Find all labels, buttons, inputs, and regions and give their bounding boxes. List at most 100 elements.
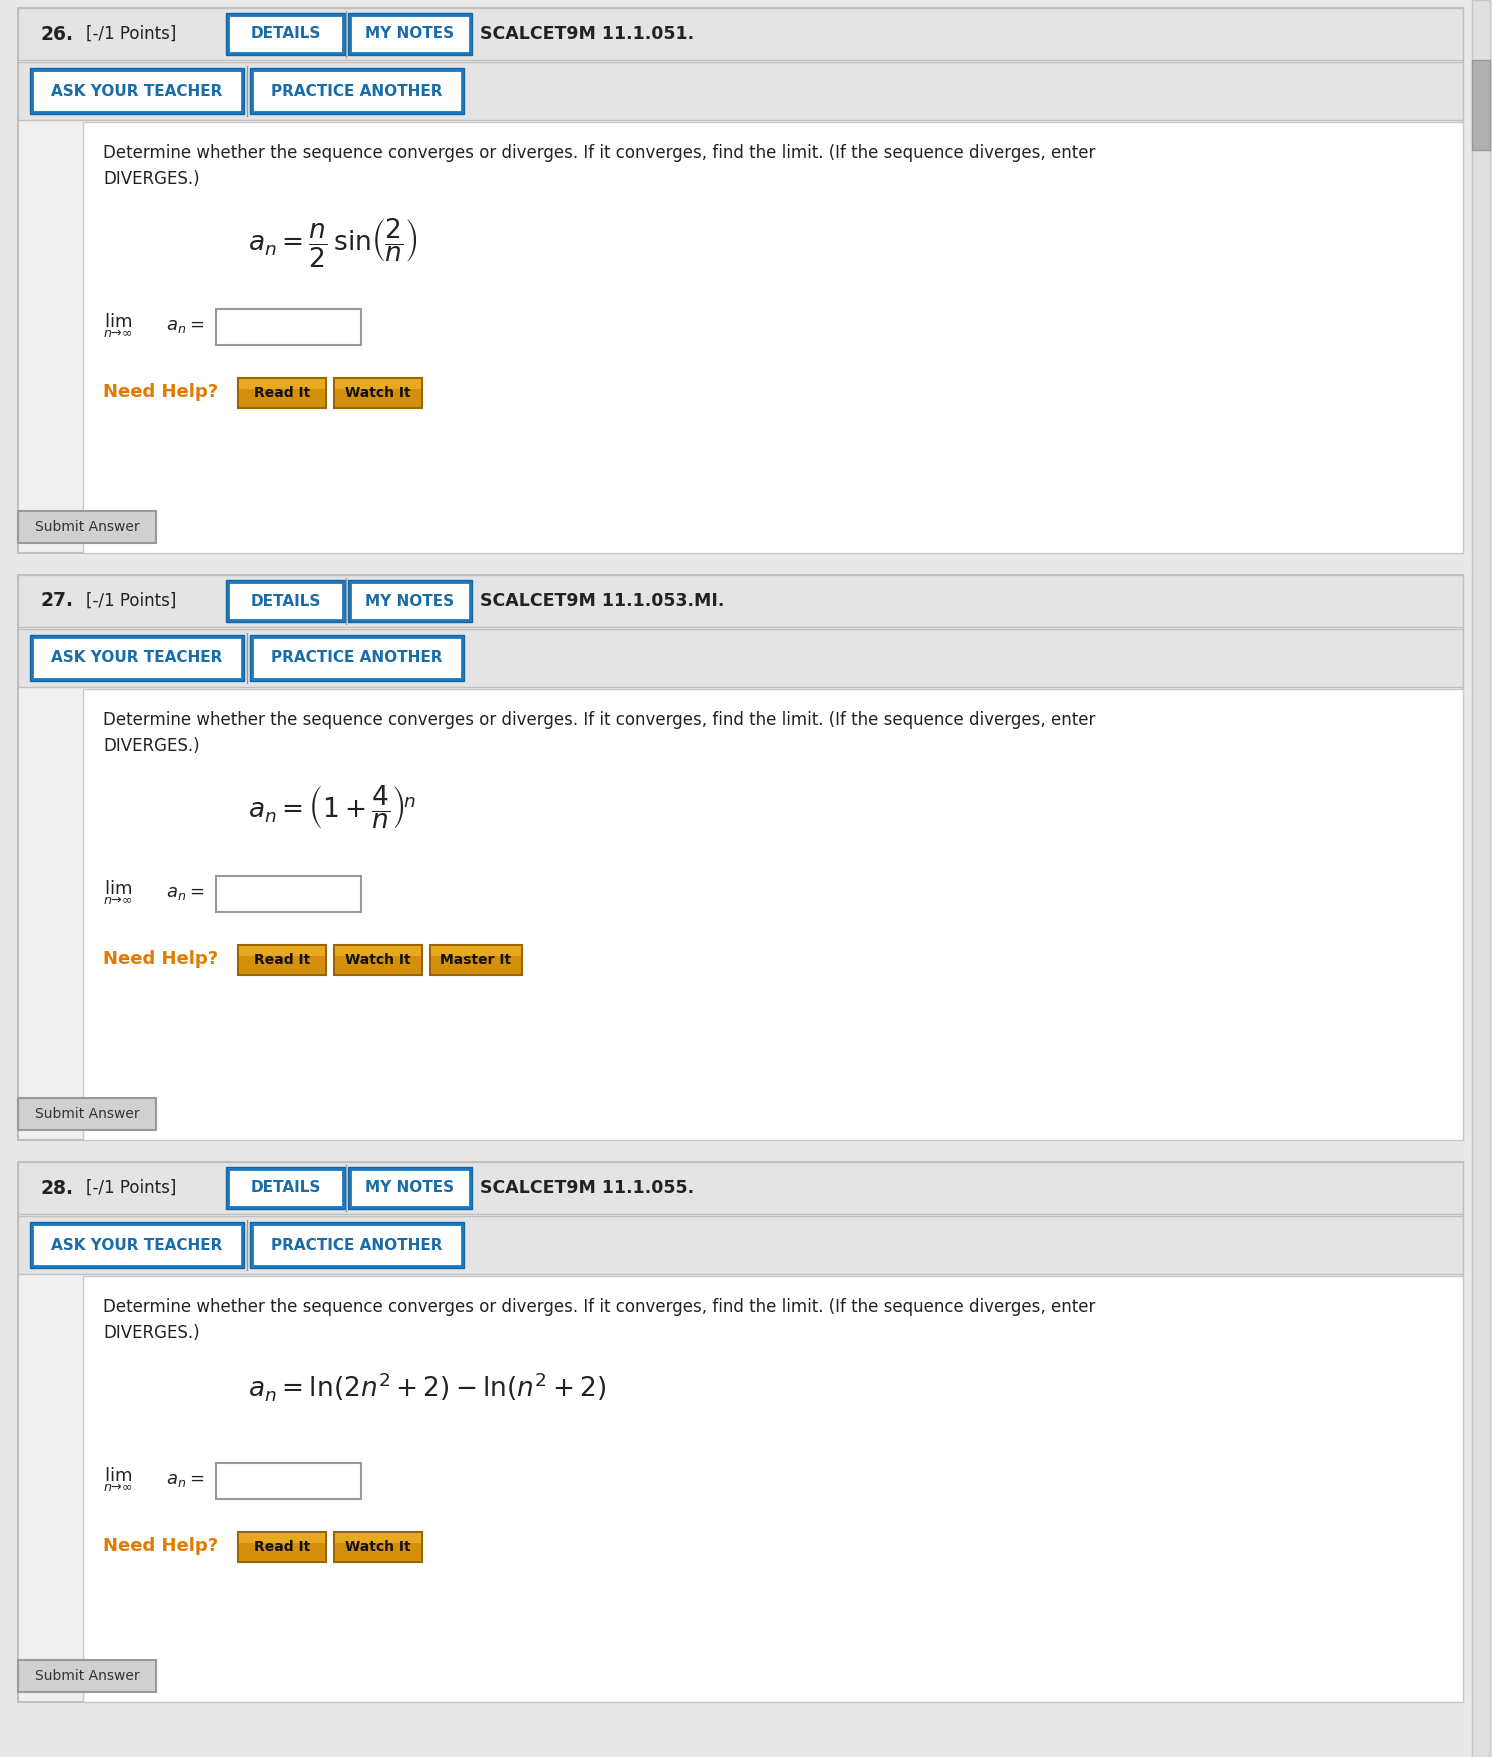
Bar	[216, 309, 361, 344]
Bar	[348, 580, 471, 622]
Text: $\lim_{n \to \infty}$: $\lim_{n \to \infty}$	[103, 311, 133, 341]
Text: [-/1 Points]: [-/1 Points]	[87, 592, 176, 610]
Bar	[228, 16, 343, 53]
Bar	[351, 16, 470, 53]
Bar	[351, 1168, 470, 1207]
Text: DETAILS: DETAILS	[251, 1181, 321, 1195]
Bar	[431, 945, 521, 956]
Bar	[30, 1223, 245, 1269]
Bar	[30, 69, 245, 114]
Bar	[225, 12, 345, 54]
Bar	[334, 1532, 422, 1562]
Text: PRACTICE ANOTHER: PRACTICE ANOTHER	[272, 650, 443, 666]
Bar	[1473, 0, 1491, 1757]
Bar	[239, 1534, 325, 1543]
Bar	[18, 61, 1464, 119]
Text: Determine whether the sequence converges or diverges. If it converges, find the : Determine whether the sequence converges…	[103, 1298, 1095, 1316]
Bar	[30, 634, 245, 682]
Text: $a_n =$: $a_n =$	[166, 316, 204, 336]
Bar	[251, 1223, 464, 1269]
Bar	[31, 70, 242, 112]
Bar	[334, 378, 422, 408]
Bar	[239, 945, 325, 956]
Text: Master It: Master It	[440, 952, 512, 966]
Text: DIVERGES.): DIVERGES.)	[103, 1325, 200, 1342]
Bar	[239, 378, 325, 408]
Text: PRACTICE ANOTHER: PRACTICE ANOTHER	[272, 1237, 443, 1253]
Bar	[31, 638, 242, 678]
Text: DIVERGES.): DIVERGES.)	[103, 170, 200, 188]
Bar	[228, 1168, 343, 1207]
Bar	[31, 1225, 242, 1267]
Text: MY NOTES: MY NOTES	[366, 594, 455, 608]
Bar	[252, 70, 463, 112]
Bar	[348, 12, 471, 54]
Text: DETAILS: DETAILS	[251, 594, 321, 608]
Text: SCALCET9M 11.1.055.: SCALCET9M 11.1.055.	[480, 1179, 694, 1197]
Bar	[225, 580, 345, 622]
Text: Need Help?: Need Help?	[103, 383, 218, 401]
Bar	[228, 582, 343, 620]
Bar	[18, 575, 1464, 627]
Text: $a_n =$: $a_n =$	[166, 884, 204, 901]
Text: Submit Answer: Submit Answer	[34, 1669, 139, 1683]
Bar	[336, 945, 421, 956]
Text: $a_n = \left(1 + \dfrac{4}{n}\right)^{\!n}$: $a_n = \left(1 + \dfrac{4}{n}\right)^{\!…	[248, 784, 416, 831]
Bar	[84, 689, 1464, 1140]
Bar	[18, 511, 157, 543]
Bar	[18, 1098, 157, 1130]
Bar	[216, 1464, 361, 1499]
Text: Submit Answer: Submit Answer	[34, 520, 139, 534]
Text: ASK YOUR TEACHER: ASK YOUR TEACHER	[51, 84, 222, 98]
Text: $a_n = \dfrac{n}{2}\,\sin\!\left(\dfrac{2}{n}\right)$: $a_n = \dfrac{n}{2}\,\sin\!\left(\dfrac{…	[248, 216, 418, 269]
Text: 27.: 27.	[40, 592, 73, 610]
Text: PRACTICE ANOTHER: PRACTICE ANOTHER	[272, 84, 443, 98]
Bar	[430, 945, 522, 975]
Bar	[351, 582, 470, 620]
Text: DIVERGES.): DIVERGES.)	[103, 736, 200, 756]
Text: [-/1 Points]: [-/1 Points]	[87, 1179, 176, 1197]
Bar	[84, 1276, 1464, 1703]
Text: 28.: 28.	[40, 1179, 73, 1198]
Bar	[252, 1225, 463, 1267]
Bar	[251, 634, 464, 682]
Text: Determine whether the sequence converges or diverges. If it converges, find the : Determine whether the sequence converges…	[103, 144, 1095, 162]
Text: $a_n = \ln(2n^2 + 2) - \ln(n^2 + 2)$: $a_n = \ln(2n^2 + 2) - \ln(n^2 + 2)$	[248, 1370, 606, 1404]
Bar	[18, 629, 1464, 687]
Text: SCALCET9M 11.1.051.: SCALCET9M 11.1.051.	[480, 25, 694, 42]
Text: Submit Answer: Submit Answer	[34, 1107, 139, 1121]
Bar	[216, 877, 361, 912]
Text: Determine whether the sequence converges or diverges. If it converges, find the : Determine whether the sequence converges…	[103, 712, 1095, 729]
Bar	[336, 1534, 421, 1543]
Bar	[18, 1161, 1464, 1703]
Text: Read It: Read It	[254, 1539, 310, 1553]
Bar	[239, 380, 325, 388]
Text: Read It: Read It	[254, 952, 310, 966]
Text: 26.: 26.	[40, 25, 73, 44]
Bar	[18, 9, 1464, 60]
Text: ASK YOUR TEACHER: ASK YOUR TEACHER	[51, 1237, 222, 1253]
Bar	[18, 1216, 1464, 1274]
Text: $a_n =$: $a_n =$	[166, 1471, 204, 1488]
Bar	[348, 1167, 471, 1209]
Text: $\lim_{n \to \infty}$: $\lim_{n \to \infty}$	[103, 878, 133, 907]
Bar	[84, 121, 1464, 553]
Text: MY NOTES: MY NOTES	[366, 26, 455, 42]
Text: ASK YOUR TEACHER: ASK YOUR TEACHER	[51, 650, 222, 666]
Bar	[336, 380, 421, 388]
Bar	[239, 1532, 325, 1562]
Text: Watch It: Watch It	[345, 1539, 410, 1553]
Text: SCALCET9M 11.1.053.MI.: SCALCET9M 11.1.053.MI.	[480, 592, 725, 610]
Bar	[18, 1660, 157, 1692]
Text: Watch It: Watch It	[345, 952, 410, 966]
Bar	[225, 1167, 345, 1209]
Bar	[18, 9, 1464, 553]
Text: [-/1 Points]: [-/1 Points]	[87, 25, 176, 42]
Text: DETAILS: DETAILS	[251, 26, 321, 42]
Text: $\lim_{n \to \infty}$: $\lim_{n \to \infty}$	[103, 1465, 133, 1493]
Bar	[334, 945, 422, 975]
Bar	[239, 945, 325, 975]
Bar	[251, 69, 464, 114]
Text: Watch It: Watch It	[345, 387, 410, 401]
Text: MY NOTES: MY NOTES	[366, 1181, 455, 1195]
